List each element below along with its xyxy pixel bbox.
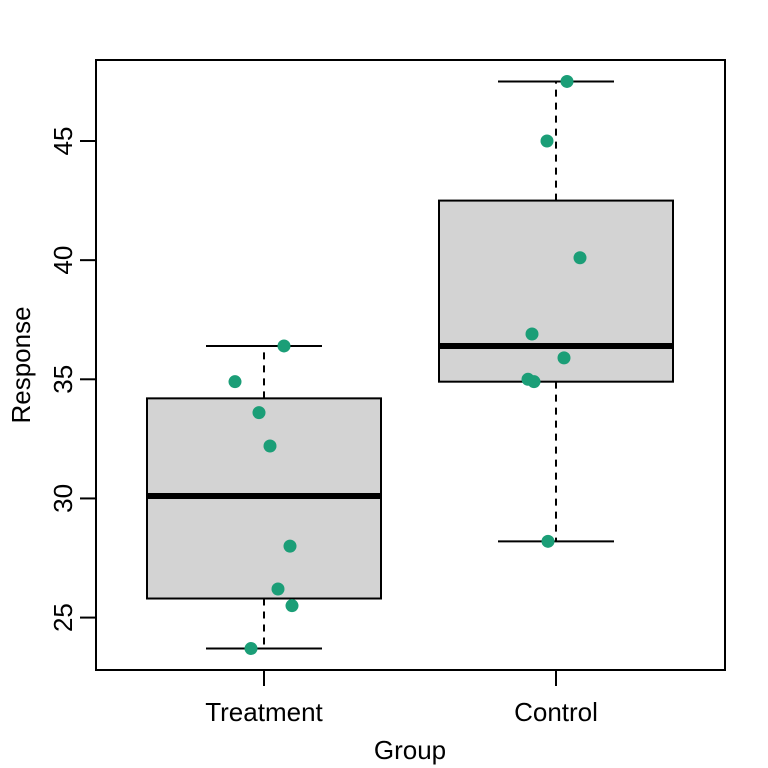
data-point-treatment <box>277 339 291 353</box>
data-point-treatment <box>285 599 299 613</box>
y-tick-label: 40 <box>48 246 78 275</box>
x-tick-label-control: Control <box>514 697 598 727</box>
y-tick-label: 35 <box>48 365 78 394</box>
data-point-control <box>541 534 555 548</box>
box-control <box>438 199 674 383</box>
data-point-control <box>557 351 571 365</box>
box-group-control <box>438 80 674 543</box>
x-axis: Treatment Control <box>205 669 598 727</box>
y-tick-label: 30 <box>48 484 78 513</box>
data-point-treatment <box>228 375 242 389</box>
plot-area <box>146 74 674 656</box>
data-point-control <box>560 74 574 88</box>
data-point-treatment <box>252 406 266 420</box>
y-axis: 25 30 35 40 45 <box>48 127 97 632</box>
y-axis-label: Response <box>6 306 36 423</box>
data-point-treatment <box>271 582 285 596</box>
box-group-treatment <box>146 344 382 650</box>
y-tick-label: 45 <box>48 127 78 156</box>
x-tick-label-treatment: Treatment <box>205 697 323 727</box>
data-point-control <box>527 375 541 389</box>
x-axis-label: Group <box>374 735 446 765</box>
data-point-treatment <box>244 642 258 656</box>
data-point-control <box>573 251 587 265</box>
data-point-control <box>525 327 539 341</box>
data-point-treatment <box>263 439 277 453</box>
data-point-control <box>540 134 554 148</box>
y-tick-label: 25 <box>48 603 78 632</box>
data-point-treatment <box>283 539 297 553</box>
